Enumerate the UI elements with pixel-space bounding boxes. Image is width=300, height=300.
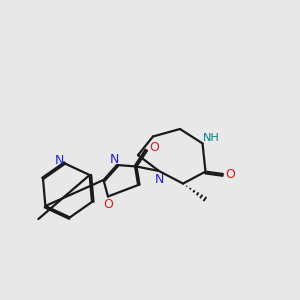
Text: N: N xyxy=(55,154,64,167)
Text: NH: NH xyxy=(203,133,220,143)
Text: O: O xyxy=(103,197,113,211)
Text: O: O xyxy=(150,141,159,154)
Text: N: N xyxy=(109,153,119,166)
Text: O: O xyxy=(226,167,235,181)
Text: N: N xyxy=(154,173,164,186)
